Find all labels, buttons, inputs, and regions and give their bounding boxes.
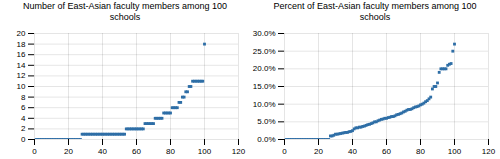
svg-text:100: 100 bbox=[198, 147, 212, 156]
svg-text:20: 20 bbox=[314, 147, 323, 156]
svg-text:15.0%: 15.0% bbox=[253, 82, 276, 91]
svg-text:20: 20 bbox=[17, 29, 26, 38]
svg-text:80: 80 bbox=[166, 147, 175, 156]
svg-text:0: 0 bbox=[282, 147, 287, 156]
svg-text:40: 40 bbox=[348, 147, 357, 156]
svg-text:4: 4 bbox=[21, 114, 26, 123]
svg-text:20.0%: 20.0% bbox=[253, 64, 276, 73]
svg-text:20: 20 bbox=[64, 147, 73, 156]
svg-text:2: 2 bbox=[21, 124, 26, 133]
svg-text:12: 12 bbox=[17, 71, 26, 80]
svg-text:120: 120 bbox=[482, 147, 496, 156]
svg-text:0: 0 bbox=[21, 135, 26, 144]
svg-text:16: 16 bbox=[17, 50, 26, 59]
html-text:Percent of East-Asian faculty: Percent of East-Asian faculty members am… bbox=[273, 1, 477, 22]
svg-text:0.0%: 0.0% bbox=[257, 135, 275, 144]
svg-text:0: 0 bbox=[32, 147, 37, 156]
svg-text:18: 18 bbox=[17, 40, 26, 49]
svg-text:8: 8 bbox=[21, 93, 26, 102]
html-text:Number of East-Asian faculty m: Number of East-Asian faculty members amo… bbox=[23, 1, 227, 22]
svg-text:80: 80 bbox=[416, 147, 425, 156]
svg-text:100: 100 bbox=[448, 147, 462, 156]
svg-text:10.0%: 10.0% bbox=[253, 100, 276, 109]
svg-text:120: 120 bbox=[232, 147, 246, 156]
svg-text:25.0%: 25.0% bbox=[253, 47, 276, 56]
svg-text:5.0%: 5.0% bbox=[257, 117, 275, 126]
svg-text:6: 6 bbox=[21, 103, 26, 112]
svg-text:40: 40 bbox=[98, 147, 107, 156]
svg-text:60: 60 bbox=[132, 147, 141, 156]
svg-text:30.0%: 30.0% bbox=[253, 29, 276, 38]
svg-text:14: 14 bbox=[17, 61, 26, 70]
svg-text:10: 10 bbox=[17, 82, 26, 91]
svg-text:60: 60 bbox=[382, 147, 391, 156]
